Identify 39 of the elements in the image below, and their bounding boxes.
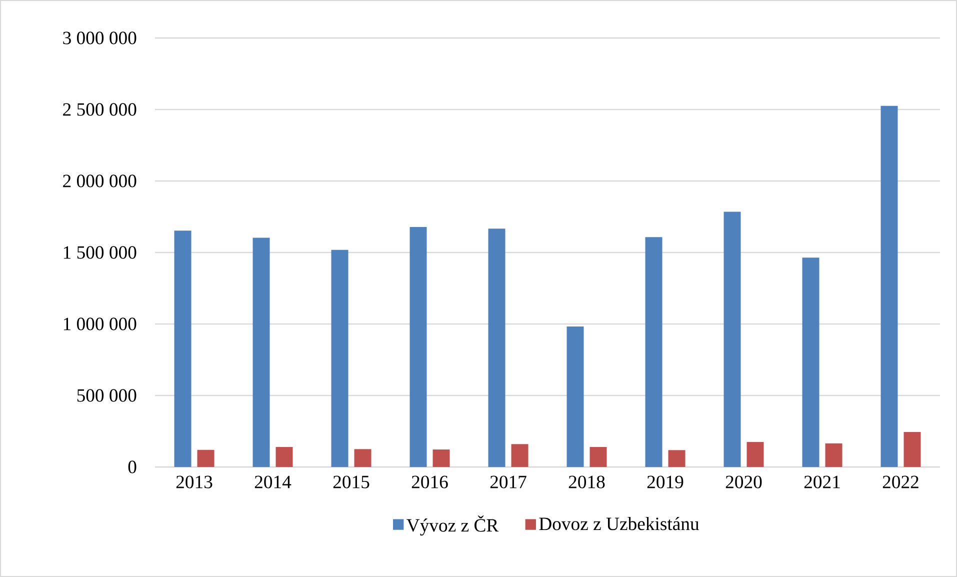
bar	[197, 450, 214, 467]
bar	[276, 446, 293, 467]
bar	[802, 258, 820, 467]
bar	[590, 446, 607, 467]
bar	[410, 227, 427, 467]
x-tick-label: 2022	[882, 476, 918, 488]
bar	[252, 238, 270, 467]
x-tick-label: 2019	[647, 476, 684, 488]
y-tick-label: 1 500 000	[64, 246, 136, 259]
x-tick-label: 2021	[804, 476, 840, 488]
y-tick-label: 500 000	[77, 389, 136, 402]
x-tick-label: 2018	[568, 476, 605, 488]
y-tick-label: 2 000 000	[63, 174, 136, 188]
y-tick-label: 3 000 000	[63, 32, 136, 44]
y-tick-label: 1 000 000	[64, 318, 136, 330]
y-tick-label: 0	[128, 460, 136, 474]
bar	[668, 450, 686, 467]
bar	[645, 237, 662, 467]
bar	[488, 228, 506, 467]
x-tick-label: 2014	[254, 476, 292, 488]
legend-label: Dovoz z Uzbekistánu	[539, 517, 700, 530]
x-tick-label: 2020	[726, 476, 762, 488]
legend-label: Vývoz z ČR	[406, 515, 499, 536]
bar	[746, 442, 764, 467]
bar	[354, 449, 372, 467]
y-tick-label: 2 500 000	[63, 103, 136, 116]
x-tick-label: 2017	[490, 476, 526, 488]
bar	[880, 106, 898, 467]
bar	[825, 443, 842, 467]
x-tick-label: 2015	[333, 476, 370, 488]
bar	[331, 250, 348, 467]
bar	[432, 450, 450, 467]
bar	[566, 326, 584, 467]
bar	[904, 432, 921, 467]
x-tick-label: 2016	[412, 476, 448, 488]
bar	[511, 444, 528, 467]
x-tick-label: 2013	[176, 476, 212, 488]
bar	[174, 230, 192, 467]
bar	[724, 212, 741, 467]
